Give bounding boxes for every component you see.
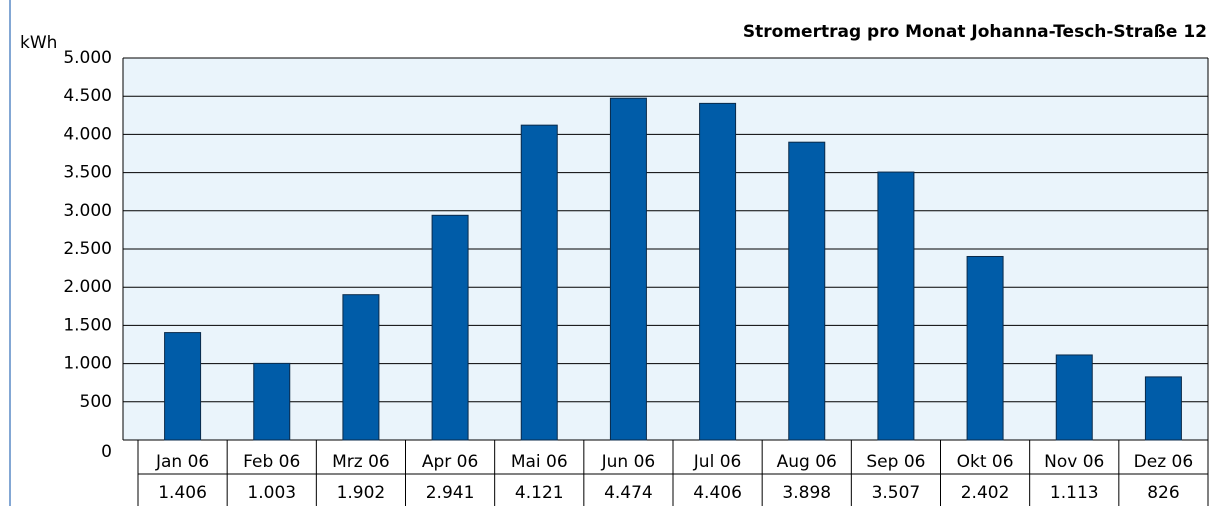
bar [520,124,558,441]
y-tick-label: 4.500 [63,86,112,106]
y-tick-label: 3.000 [63,201,112,221]
bar [1144,376,1182,441]
bar [609,97,647,441]
y-tick-label: 0 [101,442,112,462]
value-label: 1.003 [247,483,296,503]
bar [1055,354,1093,441]
value-label: 1.406 [158,483,207,503]
x-tick-label: Jan 06 [155,452,209,472]
bar [253,362,291,441]
x-tick-label: Okt 06 [957,452,1014,472]
x-tick-label: Feb 06 [243,452,300,472]
value-label: 3.898 [782,483,831,503]
value-label: 826 [1147,483,1179,503]
chart-title: Stromertrag pro Monat Johanna-Tesch-Stra… [743,22,1207,42]
x-tick-label: Mai 06 [511,452,568,472]
x-tick-label: Jun 06 [601,452,656,472]
y-tick-label: 1.500 [63,315,112,335]
value-label: 4.121 [515,483,564,503]
value-label: 1.902 [337,483,386,503]
y-tick-label: 1.000 [63,354,112,374]
x-tick-label: Nov 06 [1044,452,1104,472]
x-tick-label: Sep 06 [866,452,925,472]
x-tick-label: Dez 06 [1134,452,1194,472]
value-label: 1.113 [1050,483,1099,503]
bar [966,255,1004,441]
value-label: 3.507 [872,483,921,503]
y-tick-label: 2.500 [63,239,112,259]
bar [699,102,737,441]
value-label: 2.402 [961,483,1010,503]
y-tick-label: 3.500 [63,163,112,183]
bar [164,332,202,441]
value-label: 4.406 [693,483,742,503]
bar [342,294,380,441]
y-axis-label: kWh [20,33,57,53]
x-tick-label: Apr 06 [422,452,478,472]
bar [877,171,915,441]
value-label: 4.474 [604,483,653,503]
y-tick-label: 5.000 [63,48,112,68]
x-tick-label: Jul 06 [693,452,742,472]
y-tick-label: 2.000 [63,277,112,297]
x-tick-label: Aug 06 [777,452,837,472]
bar [788,141,826,441]
y-tick-label: 500 [80,392,112,412]
value-label: 2.941 [426,483,475,503]
bar [431,214,469,441]
x-tick-label: Mrz 06 [332,452,390,472]
y-tick-label: 4.000 [63,124,112,144]
